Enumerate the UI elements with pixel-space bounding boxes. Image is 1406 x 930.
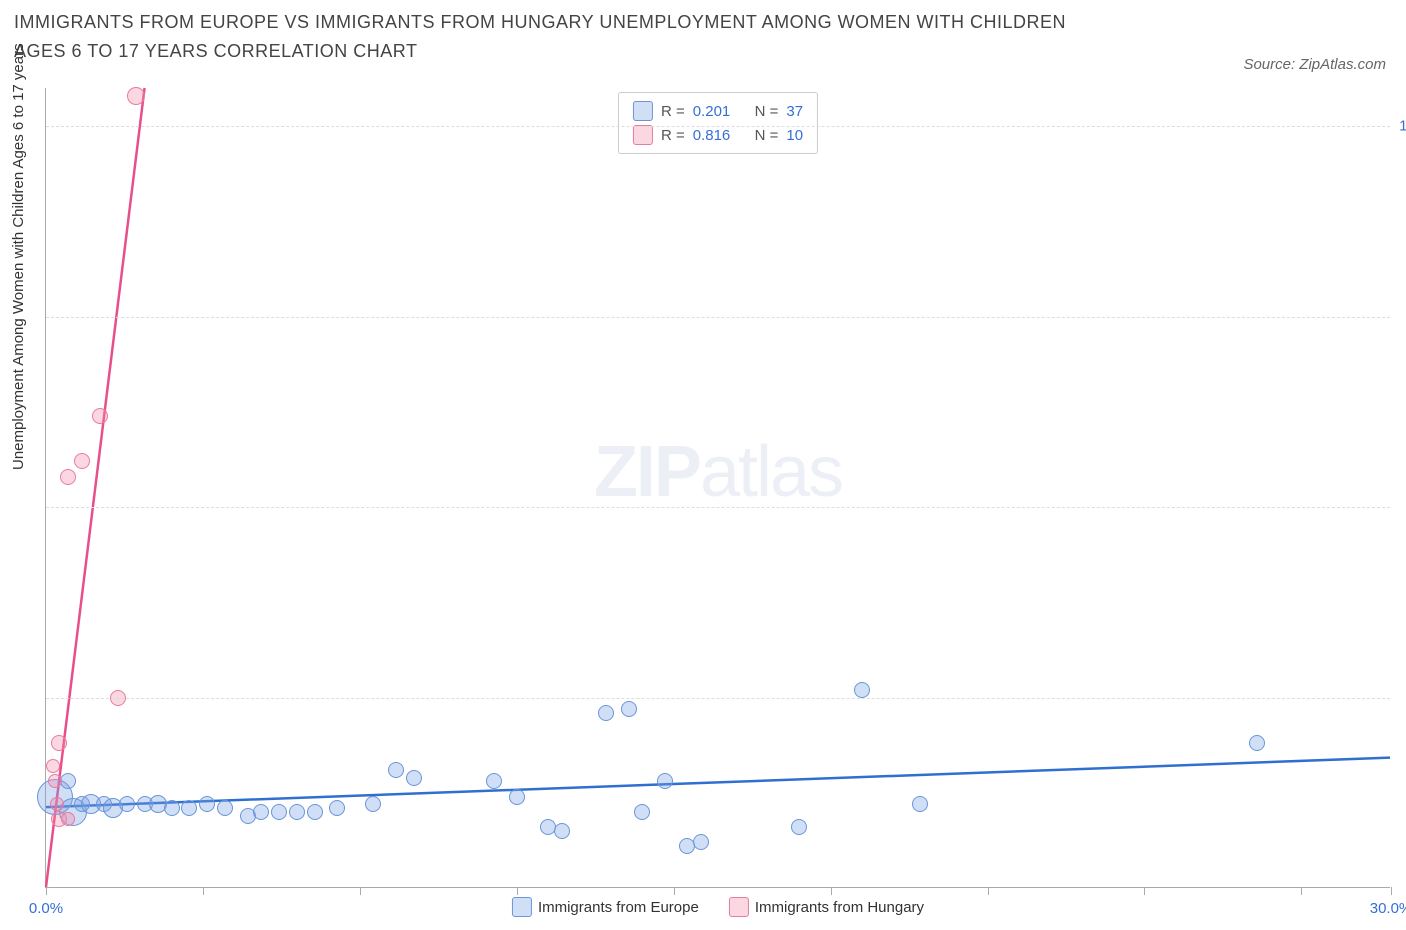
gridline	[46, 126, 1390, 127]
trend-line	[46, 758, 1390, 807]
data-point	[74, 453, 90, 469]
xtick	[1391, 887, 1392, 895]
data-point	[181, 800, 197, 816]
ytick-label: 75.0%	[1395, 308, 1406, 325]
data-point	[46, 759, 60, 773]
data-point	[406, 770, 422, 786]
data-point	[486, 773, 502, 789]
data-point	[365, 796, 381, 812]
data-point	[289, 804, 305, 820]
legend-swatch-hungary-icon	[729, 897, 749, 917]
data-point	[854, 682, 870, 698]
series-legend: Immigrants from Europe Immigrants from H…	[512, 897, 924, 917]
ytick-label: 100.0%	[1395, 118, 1406, 135]
xtick	[46, 887, 47, 895]
chart-title: IMMIGRANTS FROM EUROPE VS IMMIGRANTS FRO…	[14, 8, 1114, 66]
xtick	[831, 887, 832, 895]
data-point	[657, 773, 673, 789]
data-point	[634, 804, 650, 820]
data-point	[621, 701, 637, 717]
ytick-label: 25.0%	[1395, 689, 1406, 706]
data-point	[1249, 735, 1265, 751]
data-point	[253, 804, 269, 820]
data-point	[60, 773, 76, 789]
data-point	[60, 469, 76, 485]
data-point	[51, 735, 67, 751]
data-point	[509, 789, 525, 805]
data-point	[48, 774, 62, 788]
data-point	[554, 823, 570, 839]
data-point	[307, 804, 323, 820]
data-point	[217, 800, 233, 816]
data-point	[598, 705, 614, 721]
gridline	[46, 507, 1390, 508]
xtick-label: 0.0%	[29, 900, 63, 917]
chart-plot-area: ZIPatlas R = 0.201 N = 37 R = 0.816 N = …	[45, 88, 1390, 888]
data-point	[388, 762, 404, 778]
data-point	[127, 87, 145, 105]
data-point	[164, 800, 180, 816]
data-point	[119, 796, 135, 812]
xtick	[674, 887, 675, 895]
data-point	[329, 800, 345, 816]
data-point	[199, 796, 215, 812]
xtick	[360, 887, 361, 895]
legend-item-europe: Immigrants from Europe	[512, 897, 699, 917]
data-point	[61, 812, 75, 826]
data-point	[92, 408, 108, 424]
trend-lines	[46, 88, 1390, 887]
xtick	[988, 887, 989, 895]
data-point	[912, 796, 928, 812]
data-point	[271, 804, 287, 820]
y-axis-label: Unemployment Among Women with Children A…	[10, 43, 27, 470]
gridline	[46, 317, 1390, 318]
xtick	[1301, 887, 1302, 895]
data-point	[50, 797, 64, 811]
trend-line	[46, 88, 145, 887]
data-point	[791, 819, 807, 835]
gridline	[46, 698, 1390, 699]
xtick	[203, 887, 204, 895]
ytick-label: 50.0%	[1395, 499, 1406, 516]
xtick	[517, 887, 518, 895]
chart-title-area: IMMIGRANTS FROM EUROPE VS IMMIGRANTS FRO…	[14, 8, 1114, 66]
source-attribution: Source: ZipAtlas.com	[1243, 56, 1386, 73]
xtick-label: 30.0%	[1370, 900, 1406, 917]
legend-swatch-europe-icon	[512, 897, 532, 917]
legend-item-hungary: Immigrants from Hungary	[729, 897, 924, 917]
data-point	[693, 834, 709, 850]
xtick	[1144, 887, 1145, 895]
